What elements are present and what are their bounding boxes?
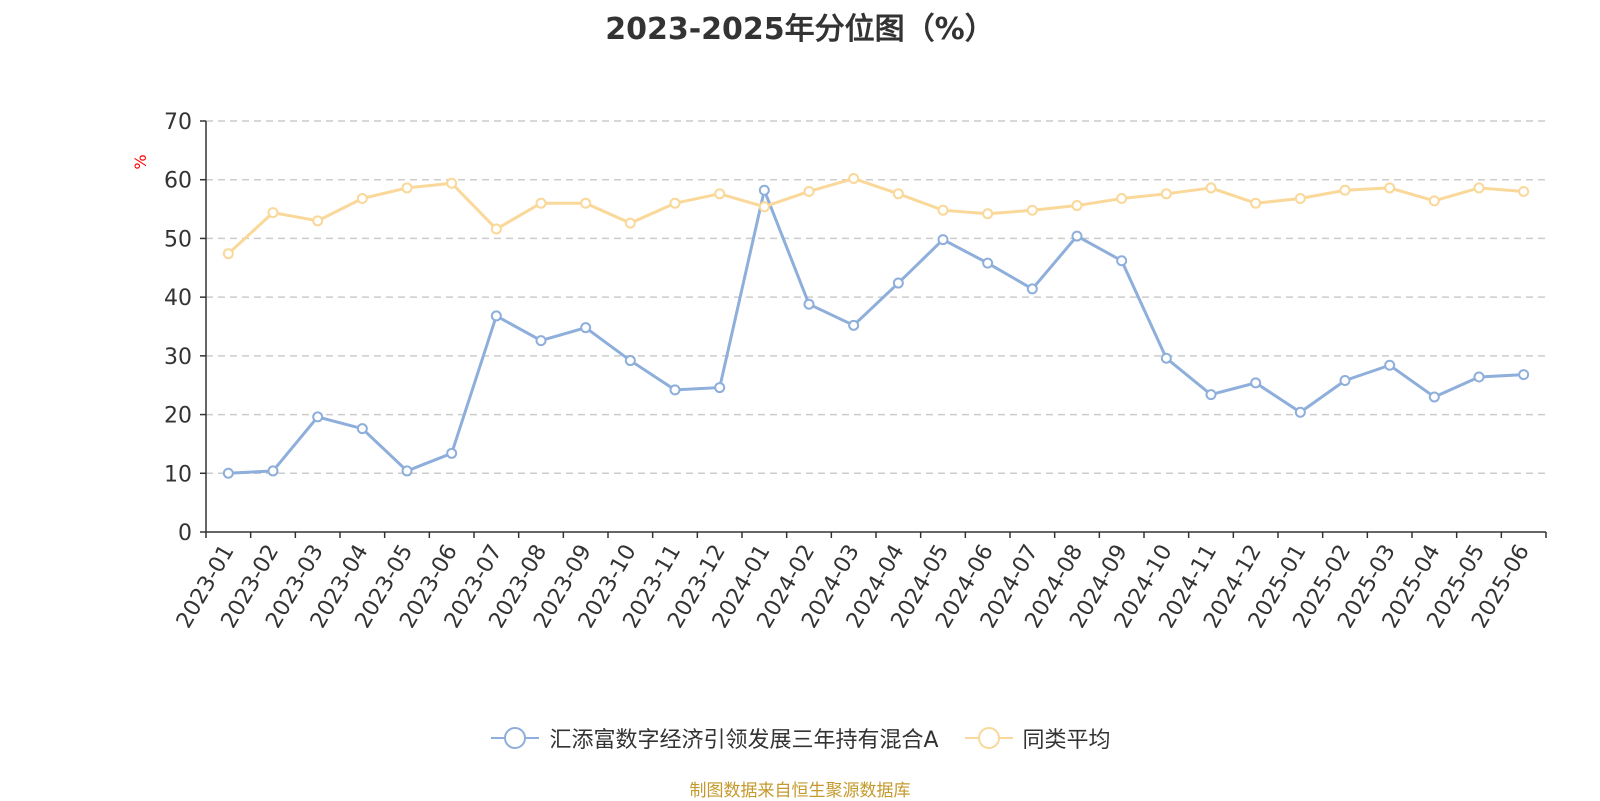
series-2-point [1116, 193, 1128, 205]
series-2-point [580, 197, 592, 209]
y-tick-label: 10 [164, 462, 192, 487]
series-2-point [1071, 200, 1083, 212]
series-1-point [758, 184, 770, 196]
series-2-point [401, 182, 413, 194]
series-1-point [669, 384, 681, 396]
series-1-point [1116, 255, 1128, 267]
series [222, 173, 1530, 479]
grid-lines [206, 120, 1546, 475]
legend-swatch-circle [504, 727, 527, 749]
y-tick-label: 0 [178, 521, 192, 546]
y-tick-label: 20 [164, 404, 192, 429]
series-2-point [803, 185, 815, 197]
series-1-point [1160, 352, 1172, 364]
series-2-point [446, 177, 458, 189]
legend: 汇添富数字经济引领发展三年持有混合A 同类平均 [0, 722, 1600, 754]
series-1-point [1428, 391, 1440, 403]
series-line-2 [227, 177, 1524, 255]
series-2-point [1160, 188, 1172, 200]
series-2-point [1205, 182, 1217, 194]
series-2-point [267, 207, 279, 219]
series-2-point [982, 208, 994, 220]
series-2-point [222, 248, 234, 260]
series-1-point [624, 355, 636, 367]
series-2-point [1294, 193, 1306, 205]
series-1-point [222, 467, 234, 479]
series-1-point [580, 322, 592, 334]
series-1-point [714, 382, 726, 394]
series-2-point [624, 217, 636, 229]
series-2-point [1026, 204, 1038, 216]
series-1-point [1473, 371, 1485, 383]
series-2-point [535, 197, 547, 209]
y-tick-label: 40 [164, 286, 192, 311]
series-2-point [669, 197, 681, 209]
series-1-point [982, 257, 994, 269]
legend-label: 汇添富数字经济引领发展三年持有混合A [549, 728, 939, 753]
chart-title: 2023-2025年分位图（%） [605, 12, 995, 47]
series-1-point [312, 411, 324, 423]
series-2-point [937, 204, 949, 216]
series-2-point [1384, 182, 1396, 194]
series-1-point [1339, 375, 1351, 387]
series-2-point [1250, 197, 1262, 209]
series-1-point [1294, 406, 1306, 418]
legend-swatch-icon [491, 727, 540, 749]
series-1-point [267, 465, 279, 477]
series-1-point [446, 447, 458, 459]
source-note: 制图数据来自恒生聚源数据库 [689, 781, 911, 801]
series-1-point [1518, 369, 1530, 381]
y-tick-label: 70 [164, 110, 192, 135]
y-tick-label: 30 [164, 345, 192, 370]
series-2-point [490, 223, 502, 235]
legend-item-1[interactable]: 汇添富数字经济引领发展三年持有混合A [489, 722, 939, 754]
series-1-point [1026, 283, 1038, 295]
series-line-1 [228, 188, 1524, 475]
series-1-point [803, 298, 815, 310]
series-1-point [892, 277, 904, 289]
series-1-point [1071, 230, 1083, 242]
legend-swatch-circle [977, 727, 1000, 749]
series-2-point [356, 193, 368, 205]
series-1-point [1205, 389, 1217, 401]
series-1-point [490, 310, 502, 322]
series-1-point [848, 319, 860, 331]
series-2-point [312, 215, 324, 227]
series-1-point [356, 423, 368, 435]
series-2-point [1473, 182, 1485, 194]
series-2-point [892, 188, 904, 200]
y-tick-label: 50 [164, 227, 192, 252]
y-axis-label: % [131, 154, 150, 169]
series-2-point [1518, 185, 1530, 197]
legend-swatch-icon [964, 727, 1013, 749]
axes: 0102030405060702023-012023-022023-032023… [164, 110, 1547, 633]
series-2-point [1428, 195, 1440, 207]
series-1-point [535, 335, 547, 347]
series-1-point [1250, 377, 1262, 389]
series-2-point [1339, 184, 1351, 196]
series-2-point [848, 173, 860, 185]
legend-item-2[interactable]: 同类平均 [963, 722, 1111, 754]
y-tick-label: 60 [164, 169, 192, 194]
series-1-point [1384, 359, 1396, 371]
series-1-point [937, 234, 949, 246]
series-2-point [758, 201, 770, 213]
legend-label: 同类平均 [1022, 728, 1111, 753]
series-2-point [714, 188, 726, 200]
series-1-point [401, 465, 413, 477]
